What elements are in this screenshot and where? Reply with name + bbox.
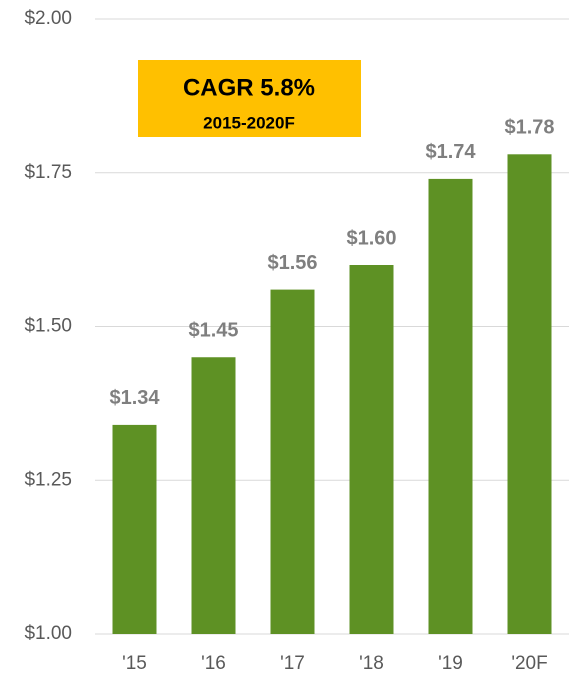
data-label: $1.34 (109, 387, 160, 409)
y-tick-label: $2.00 (24, 8, 72, 29)
x-tick-label: '17 (280, 653, 305, 674)
bar (428, 178, 473, 634)
data-label: $1.78 (504, 117, 554, 139)
data-label: $1.74 (425, 141, 476, 163)
y-tick-label: $1.50 (24, 316, 72, 337)
annotation: CAGR 5.8% (183, 74, 315, 101)
bar (112, 424, 157, 634)
bar (270, 289, 315, 634)
y-tick-label: $1.25 (24, 469, 72, 490)
annotation-box (138, 60, 361, 137)
bar (349, 265, 394, 634)
y-tick-label: $1.00 (24, 623, 72, 644)
bar (191, 357, 236, 634)
annotation: 2015-2020F (203, 113, 295, 132)
y-tick-label: $1.75 (24, 162, 72, 183)
x-tick-label: '19 (438, 653, 463, 674)
data-label: $1.60 (346, 227, 396, 249)
x-tick-label: '16 (201, 653, 226, 674)
data-label: $1.45 (188, 320, 238, 342)
bar (507, 154, 552, 635)
x-tick-label: '15 (122, 653, 147, 674)
x-tick-label: '18 (359, 653, 384, 674)
x-tick-label: '20F (511, 653, 547, 674)
data-label: $1.56 (267, 252, 317, 274)
